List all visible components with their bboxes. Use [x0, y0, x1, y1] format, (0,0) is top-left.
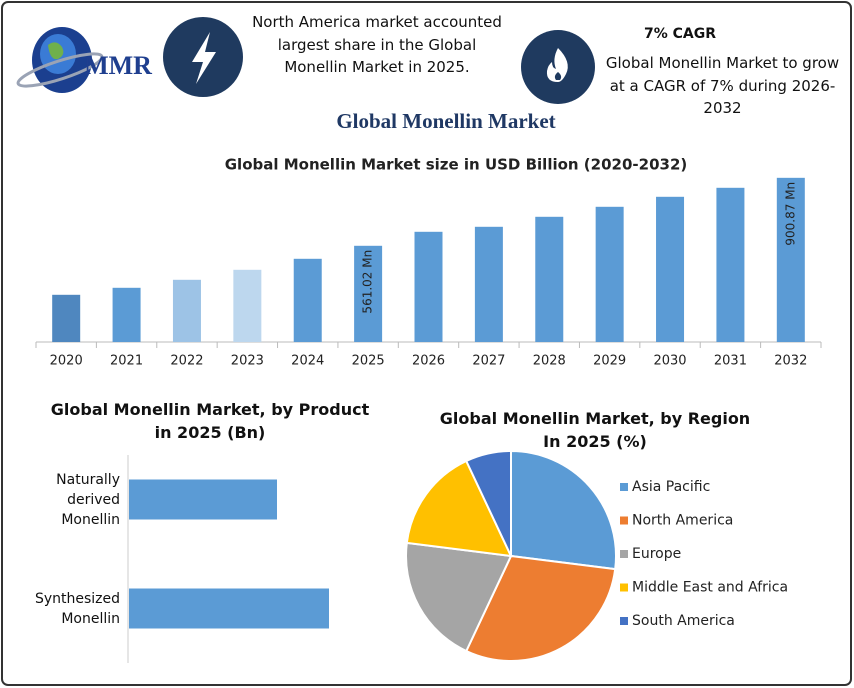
info-right: Global Monellin Market to grow at a CAGR… — [605, 54, 840, 117]
bar — [656, 196, 685, 342]
y-tick-label: Synthesized Monellin — [34, 590, 120, 627]
x-tick-label: 2028 — [533, 354, 566, 369]
x-tick-label: 2032 — [774, 354, 807, 369]
chart-title: Global Monellin Market size in USD Billi… — [225, 156, 688, 174]
legend-label: South America — [632, 613, 735, 629]
legend-label: Middle East and Africa — [632, 580, 788, 596]
info-left: North America market accounted largest s… — [252, 13, 502, 76]
bar — [776, 177, 805, 342]
x-tick-label: 2024 — [291, 354, 324, 369]
x-tick-label: 2026 — [412, 354, 445, 369]
x-tick-label: 2030 — [653, 354, 686, 369]
flame-icon — [521, 30, 595, 104]
legend-label: North America — [632, 513, 733, 529]
legend-swatch — [620, 617, 628, 625]
bar — [293, 258, 322, 342]
x-tick-label: 2020 — [50, 354, 83, 369]
x-tick-label: 2023 — [231, 354, 264, 369]
lightning-icon — [163, 17, 243, 97]
bar — [414, 231, 443, 342]
bar — [129, 588, 329, 629]
legend-swatch — [620, 516, 628, 525]
x-tick-label: 2025 — [352, 354, 385, 369]
chart-title: Global Monellin Market, by Product in 20… — [50, 400, 370, 442]
legend-swatch — [620, 483, 628, 491]
chart-title: Global Monellin Market, by Region In 202… — [439, 409, 751, 451]
pie-slice — [464, 554, 617, 662]
bar — [535, 216, 564, 342]
legend-label: Europe — [632, 546, 681, 562]
legend-swatch — [620, 550, 628, 558]
logo-globe — [16, 27, 104, 93]
logo-text: MMR — [84, 51, 152, 80]
bar — [716, 187, 745, 342]
y-tick-label: Naturally derived Monellin — [56, 471, 120, 528]
bar — [233, 269, 262, 342]
bar — [595, 206, 624, 342]
x-tick-label: 2022 — [170, 354, 203, 369]
value-label: 900.87 Mn — [783, 182, 797, 246]
x-tick-label: 2031 — [714, 354, 747, 369]
bar — [129, 479, 277, 520]
x-tick-label: 2027 — [472, 354, 505, 369]
bar — [112, 287, 141, 342]
bar — [172, 279, 201, 342]
bar — [474, 226, 503, 342]
pie-slice — [464, 449, 512, 557]
info-right-title: 7% CAGR — [643, 26, 717, 42]
pie-slice — [405, 541, 513, 653]
bar — [354, 245, 383, 342]
pie-slice — [510, 449, 617, 571]
x-tick-label: 2029 — [593, 354, 626, 369]
page-title: Global Monellin Market — [336, 109, 555, 133]
x-tick-label: 2021 — [110, 354, 143, 369]
value-label: 561.02 Mn — [361, 250, 375, 314]
bar — [52, 294, 81, 342]
legend-swatch — [620, 583, 628, 592]
pie-slice — [405, 459, 513, 558]
legend-label: Asia Pacific — [632, 479, 710, 495]
